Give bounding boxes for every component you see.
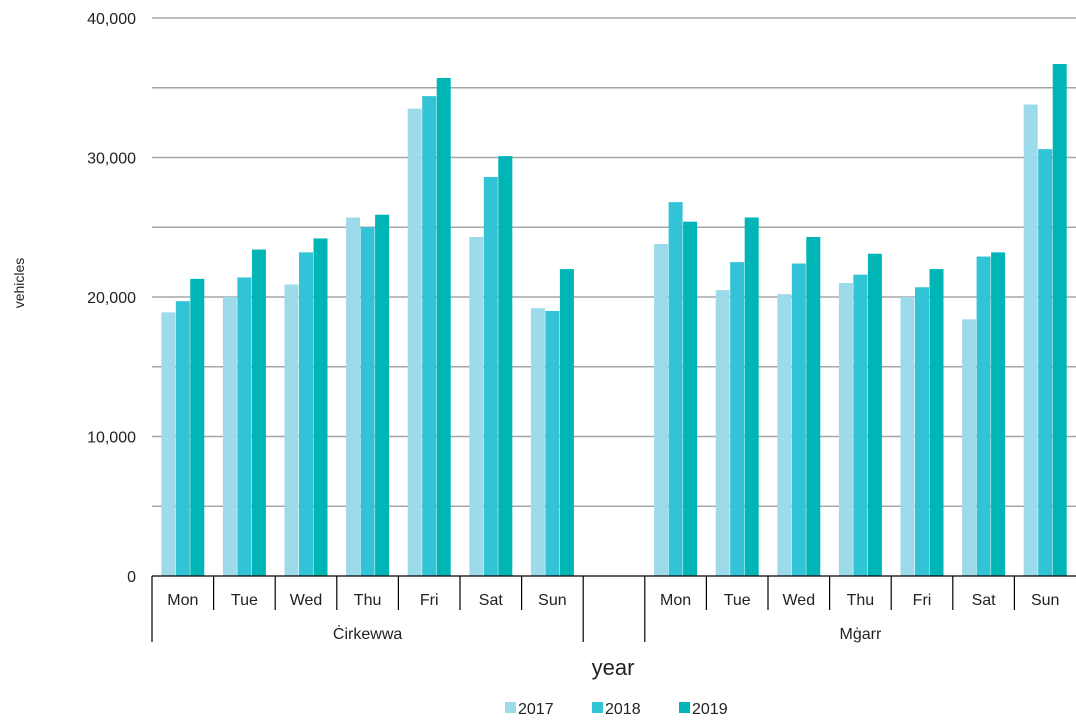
x-tick-label: Sat	[479, 592, 504, 609]
bar-2018	[422, 96, 437, 577]
bar-2018	[1038, 149, 1053, 576]
bar-2018	[853, 274, 868, 576]
bar-2019	[375, 214, 390, 576]
bar-2019	[991, 252, 1006, 577]
legend-swatch	[505, 702, 516, 713]
bar-2018	[915, 287, 929, 576]
bar-2019	[744, 217, 759, 577]
bar-2019	[683, 221, 698, 577]
bar-2019	[559, 269, 574, 576]
x-tick-label: Wed	[290, 592, 323, 609]
bar-2017	[222, 297, 237, 576]
legend: 2017 2018 2019	[505, 701, 728, 718]
x-tick-label: Sat	[972, 592, 997, 609]
legend-swatch	[592, 702, 603, 713]
x-tick-label: Tue	[724, 592, 751, 609]
bar-2019	[436, 77, 451, 577]
bar-2018	[976, 256, 991, 576]
bar-2017	[346, 217, 361, 577]
bar-2017	[777, 294, 792, 576]
legend-swatch	[679, 702, 690, 713]
bar-2018	[545, 310, 560, 576]
bar-2017	[654, 243, 669, 577]
bar-2017	[715, 290, 730, 576]
bar-2018	[483, 177, 498, 576]
bar-2019	[806, 237, 821, 576]
x-tick-label: Fri	[913, 592, 932, 609]
bar-2018	[668, 202, 683, 576]
bar-2017	[838, 283, 853, 576]
x-axis-label: year	[592, 655, 635, 680]
y-tick-label: 30,000	[87, 151, 136, 168]
bar-2017	[469, 237, 484, 576]
y-axis-label: vehicles	[11, 258, 27, 309]
x-tick-label: Sun	[538, 592, 566, 609]
x-tick-label: Thu	[847, 592, 875, 609]
x-tick-label: Mon	[167, 592, 198, 609]
bar-2019	[1052, 64, 1067, 576]
bar-2017	[161, 312, 176, 576]
legend-label: 2018	[605, 701, 641, 718]
bar-2018	[730, 262, 745, 576]
bar-2018	[237, 277, 252, 576]
y-tick-label: 20,000	[87, 290, 136, 307]
bar-2019	[867, 253, 882, 576]
y-axis-tick-labels: 0 10,000 20,000 30,000 40,000	[87, 11, 136, 586]
bar-2017	[962, 319, 977, 576]
bar-2019	[929, 269, 944, 576]
x-axis: Mon Tue Wed Thu Fri Sat Sun Mon Tue Wed Thu Fri Sat S…	[151, 575, 1076, 643]
bar-2019	[498, 156, 513, 577]
group-label: Mġarr	[840, 626, 882, 643]
bar-2019	[251, 249, 266, 576]
bar-2018	[175, 301, 190, 576]
bar-2017	[900, 297, 915, 576]
legend-label: 2017	[518, 701, 554, 718]
bar-2017	[1023, 104, 1038, 577]
x-tick-label: Fri	[420, 592, 439, 609]
x-tick-label: Mon	[660, 592, 691, 609]
x-tick-label: Sun	[1031, 592, 1059, 609]
bar-2017	[284, 284, 299, 576]
bar-2019	[313, 238, 328, 576]
y-tick-label: 10,000	[87, 430, 136, 447]
bar-2018	[299, 252, 313, 577]
bar-2018	[360, 227, 375, 576]
bar-2017	[407, 108, 422, 577]
bars	[161, 64, 1067, 577]
bar-2017	[530, 308, 545, 576]
x-tick-label: Thu	[354, 592, 382, 609]
bar-2019	[190, 278, 205, 576]
x-tick-label: Wed	[782, 592, 815, 609]
y-tick-label: 40,000	[87, 11, 136, 28]
x-tick-label: Tue	[231, 592, 258, 609]
bar-2018	[791, 263, 806, 576]
legend-label: 2019	[692, 701, 728, 718]
group-label: Ċirkewwa	[333, 623, 402, 643]
y-tick-label: 0	[127, 569, 136, 586]
